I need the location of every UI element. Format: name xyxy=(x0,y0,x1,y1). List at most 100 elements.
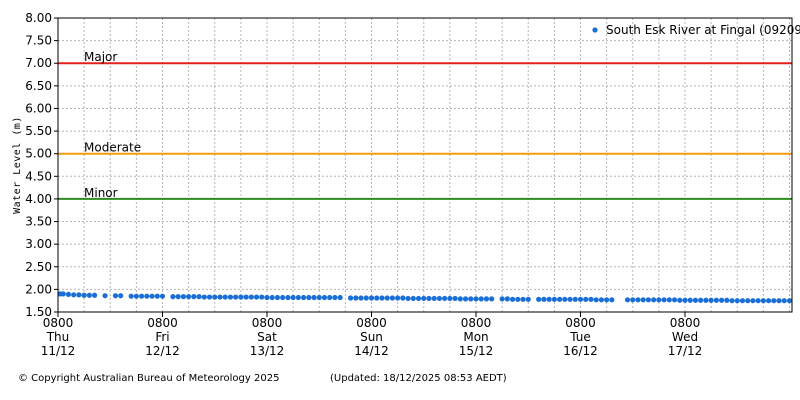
y-tick-label: 2.00 xyxy=(25,282,52,296)
y-tick-label: 2.50 xyxy=(25,260,52,274)
data-point xyxy=(572,296,578,302)
data-point xyxy=(159,293,166,299)
data-point xyxy=(86,292,92,298)
data-point xyxy=(353,295,359,301)
data-point xyxy=(316,294,322,301)
data-point xyxy=(509,296,516,302)
data-point xyxy=(196,294,202,300)
x-tick-date: 15/12 xyxy=(459,344,494,358)
data-point xyxy=(557,296,563,302)
y-tick-label: 7.00 xyxy=(25,56,52,70)
x-tick-date: 11/12 xyxy=(41,344,76,358)
data-point xyxy=(760,298,766,304)
data-point xyxy=(739,298,746,304)
data-point xyxy=(447,295,453,302)
data-point xyxy=(567,296,573,302)
data-point xyxy=(311,294,317,301)
data-point xyxy=(264,294,270,301)
data-point xyxy=(238,294,244,300)
water-level-chart: Major Moderate Minor 8.00 7.50 7.00 6.50 6.00 5… xyxy=(12,11,800,358)
data-point xyxy=(724,297,730,303)
data-point xyxy=(515,296,521,302)
x-tick-time: 0800 xyxy=(252,316,283,330)
data-point xyxy=(295,294,301,301)
data-point xyxy=(781,298,787,304)
data-point xyxy=(745,298,751,304)
data-point xyxy=(651,297,657,303)
x-tick-time: 0800 xyxy=(356,316,387,330)
data-point xyxy=(154,293,160,299)
data-point xyxy=(201,294,207,300)
data-point xyxy=(186,294,192,300)
x-tick-time: 0800 xyxy=(43,316,74,330)
data-point xyxy=(180,294,186,300)
data-point xyxy=(139,293,145,299)
data-point xyxy=(593,297,599,303)
x-axis-ticks: 0800Thu11/120800Fri12/120800Sat13/120800… xyxy=(41,312,702,358)
data-point xyxy=(118,293,124,299)
data-point xyxy=(703,297,709,303)
data-point xyxy=(374,295,380,301)
data-point xyxy=(645,297,652,303)
data-point xyxy=(65,291,72,297)
threshold-label: Minor xyxy=(84,186,118,200)
data-point xyxy=(259,294,265,300)
data-point xyxy=(666,297,672,303)
data-point xyxy=(640,297,646,303)
data-point xyxy=(766,298,772,304)
legend-label: South Esk River at Fingal (092091) xyxy=(606,23,800,37)
data-point xyxy=(713,297,719,303)
data-point xyxy=(541,296,547,302)
data-point xyxy=(300,294,307,301)
x-tick-weekday: Sun xyxy=(360,330,383,344)
x-tick-time: 0800 xyxy=(670,316,701,330)
data-point xyxy=(248,294,254,300)
x-tick-weekday: Thu xyxy=(46,330,70,344)
data-point xyxy=(227,294,234,300)
data-point xyxy=(734,298,740,304)
data-point xyxy=(243,294,249,300)
data-point xyxy=(786,298,793,304)
threshold-label: Moderate xyxy=(84,141,141,155)
y-tick-label: 4.00 xyxy=(25,192,52,206)
y-tick-label: 8.00 xyxy=(25,11,52,25)
data-point xyxy=(661,297,667,303)
data-points xyxy=(57,291,793,304)
data-point xyxy=(253,294,260,300)
data-point xyxy=(671,297,678,303)
data-point xyxy=(452,295,458,302)
plot-border xyxy=(57,17,793,313)
data-point xyxy=(489,296,495,302)
data-point xyxy=(609,297,615,303)
data-point xyxy=(755,298,761,304)
x-tick-weekday: Wed xyxy=(672,330,698,344)
data-point xyxy=(729,298,735,304)
data-point xyxy=(473,296,479,302)
data-point xyxy=(306,294,312,301)
data-point xyxy=(499,296,505,302)
data-point xyxy=(348,295,354,301)
threshold-lines: Major Moderate Minor xyxy=(58,50,792,200)
data-point xyxy=(520,296,526,302)
data-point xyxy=(133,293,139,299)
y-tick-label: 4.50 xyxy=(25,169,52,183)
y-tick-label: 6.50 xyxy=(25,79,52,93)
data-point xyxy=(687,297,693,303)
grid-lines xyxy=(58,17,792,313)
data-point xyxy=(395,295,401,301)
data-point xyxy=(457,296,463,302)
data-point xyxy=(483,296,490,302)
data-point xyxy=(212,294,218,300)
data-point xyxy=(170,294,176,300)
data-point xyxy=(504,296,510,302)
data-point xyxy=(206,294,213,300)
data-point xyxy=(363,295,369,301)
data-point xyxy=(384,295,390,301)
data-point xyxy=(91,292,98,298)
x-tick-weekday: Mon xyxy=(463,330,488,344)
data-point xyxy=(546,296,552,302)
data-point xyxy=(144,293,150,299)
x-tick-weekday: Fri xyxy=(155,330,169,344)
data-point xyxy=(321,294,328,301)
data-point xyxy=(588,296,594,302)
